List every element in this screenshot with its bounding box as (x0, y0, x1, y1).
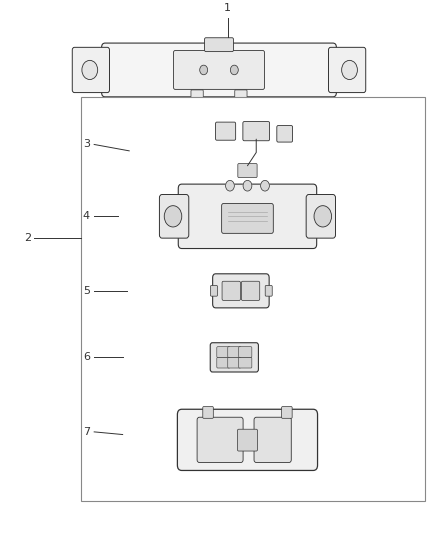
FancyBboxPatch shape (254, 417, 291, 463)
Circle shape (226, 180, 234, 191)
FancyBboxPatch shape (178, 184, 317, 248)
FancyBboxPatch shape (328, 47, 366, 93)
FancyBboxPatch shape (173, 51, 265, 90)
Circle shape (230, 65, 238, 75)
Circle shape (243, 180, 252, 191)
FancyBboxPatch shape (197, 417, 243, 463)
FancyBboxPatch shape (217, 357, 230, 368)
Circle shape (342, 60, 357, 79)
FancyBboxPatch shape (306, 195, 336, 238)
FancyBboxPatch shape (210, 286, 217, 296)
FancyBboxPatch shape (237, 429, 258, 451)
Text: 1: 1 (224, 3, 231, 13)
FancyBboxPatch shape (222, 204, 273, 233)
FancyBboxPatch shape (213, 274, 269, 308)
Circle shape (82, 60, 98, 79)
FancyBboxPatch shape (241, 281, 260, 301)
Text: 7: 7 (83, 427, 90, 437)
Bar (81, 96, 425, 501)
FancyBboxPatch shape (282, 407, 292, 418)
FancyBboxPatch shape (177, 409, 318, 471)
Text: 5: 5 (83, 286, 90, 296)
FancyBboxPatch shape (222, 281, 240, 301)
FancyBboxPatch shape (235, 90, 247, 102)
Circle shape (314, 206, 332, 227)
FancyBboxPatch shape (228, 347, 241, 357)
FancyBboxPatch shape (228, 357, 241, 368)
Text: 2: 2 (25, 232, 32, 243)
FancyBboxPatch shape (215, 122, 236, 140)
Text: 6: 6 (83, 352, 90, 362)
FancyBboxPatch shape (159, 195, 189, 238)
Circle shape (164, 206, 182, 227)
FancyBboxPatch shape (205, 38, 233, 52)
Text: 4: 4 (83, 211, 90, 221)
Circle shape (261, 180, 269, 191)
FancyBboxPatch shape (72, 47, 110, 93)
FancyBboxPatch shape (102, 43, 336, 97)
FancyBboxPatch shape (277, 126, 293, 142)
FancyBboxPatch shape (217, 347, 230, 357)
FancyBboxPatch shape (238, 164, 257, 177)
FancyBboxPatch shape (243, 122, 269, 141)
FancyBboxPatch shape (203, 407, 213, 418)
FancyBboxPatch shape (210, 343, 258, 372)
FancyBboxPatch shape (239, 347, 252, 357)
FancyBboxPatch shape (265, 286, 272, 296)
Text: 3: 3 (83, 140, 90, 149)
Circle shape (200, 65, 208, 75)
FancyBboxPatch shape (239, 357, 252, 368)
FancyBboxPatch shape (191, 90, 203, 102)
